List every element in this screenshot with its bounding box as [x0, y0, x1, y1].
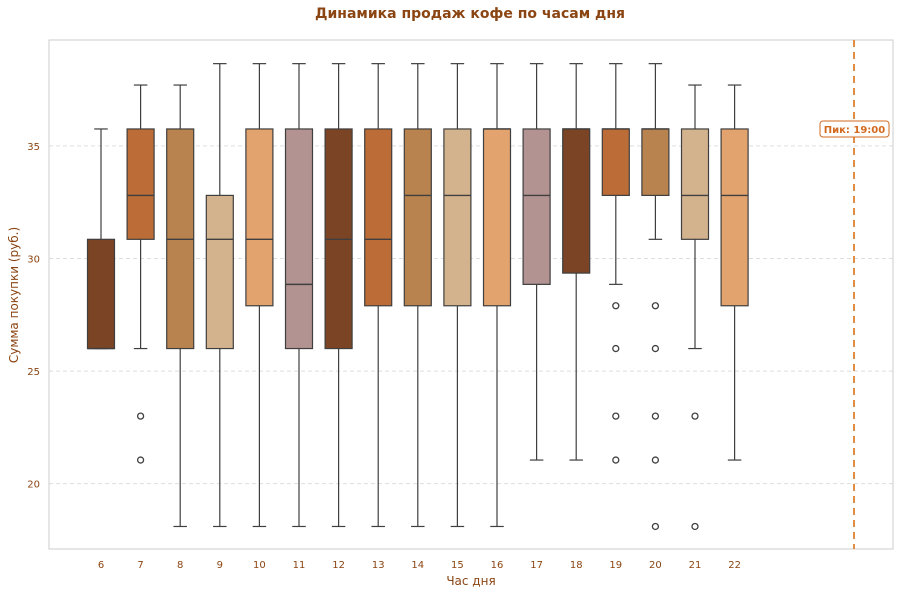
x-tick-label: 6 — [98, 560, 104, 571]
box-hour-19 — [601, 63, 630, 464]
box-body — [403, 128, 432, 307]
y-axis-ticks: 20 25 30 35 — [27, 142, 40, 491]
box-body — [86, 238, 116, 350]
box-hour-17 — [522, 63, 551, 461]
box-hour-16 — [482, 63, 512, 528]
x-tick-label: 12 — [332, 560, 345, 571]
box-hour-8 — [166, 84, 195, 528]
outlier-point — [651, 302, 660, 310]
outlier-point — [651, 456, 660, 464]
x-tick-label: 15 — [451, 560, 464, 571]
box-hour-6 — [86, 128, 116, 350]
box-body — [562, 128, 591, 274]
peak-annotation-text: Пик: 19:00 — [824, 125, 886, 136]
box-hour-12 — [324, 63, 353, 528]
box-series — [86, 63, 749, 531]
box-body — [284, 128, 314, 350]
x-tick-label: 17 — [530, 560, 543, 571]
x-tick-label: 9 — [217, 560, 223, 571]
x-tick-label: 7 — [137, 560, 143, 571]
x-tick-label: 14 — [411, 560, 424, 571]
x-axis-label: Час дня — [446, 574, 496, 588]
y-tick-label: 25 — [27, 367, 40, 378]
box-body — [443, 128, 472, 307]
outlier-point — [612, 302, 620, 310]
box-body — [680, 128, 710, 240]
plot-area-frame — [48, 39, 894, 550]
box-body — [720, 128, 749, 307]
x-tick-label: 10 — [253, 560, 266, 571]
x-tick-label: 11 — [293, 560, 306, 571]
x-axis-ticks: 6 7 8 9 10 11 12 13 14 15 16 17 18 19 20 21 22 — [98, 560, 741, 571]
x-tick-label: 21 — [689, 560, 702, 571]
box-hour-21 — [680, 84, 710, 531]
box-body — [641, 128, 670, 197]
outlier-point — [612, 344, 620, 353]
box-body — [482, 128, 512, 307]
outlier-point — [651, 522, 660, 531]
outlier-point — [691, 412, 699, 420]
box-body — [601, 128, 630, 197]
box-hour-10 — [245, 63, 274, 528]
box-hour-13 — [364, 63, 393, 528]
x-tick-label: 19 — [609, 560, 622, 571]
box-hour-11 — [284, 63, 314, 528]
box-hour-15 — [443, 63, 472, 528]
box-body — [205, 194, 234, 350]
x-tick-label: 13 — [372, 560, 385, 571]
box-hour-9 — [205, 63, 234, 528]
peak-annotation-box — [819, 120, 890, 138]
x-tick-label: 16 — [491, 560, 504, 571]
box-hour-22 — [720, 84, 749, 461]
chart-title: Динамика продаж кофе по часам дня — [315, 6, 625, 22]
box-body — [126, 128, 155, 240]
peak-annotation: Пик: 19:00 — [819, 120, 890, 138]
y-tick-label: 35 — [27, 142, 40, 153]
outlier-point — [612, 412, 620, 420]
outlier-point — [691, 522, 699, 531]
box-body — [245, 128, 274, 307]
y-tick-label: 20 — [27, 480, 40, 491]
outlier-point — [136, 456, 145, 464]
box-hour-14 — [403, 63, 432, 528]
box-body — [364, 128, 393, 307]
y-tick-label: 30 — [27, 254, 40, 265]
x-tick-label: 22 — [728, 560, 741, 571]
x-tick-label: 8 — [177, 560, 183, 571]
outlier-point — [651, 344, 660, 353]
box-body — [522, 128, 551, 285]
box-hour-20 — [641, 63, 670, 531]
x-tick-label: 20 — [649, 560, 662, 571]
x-tick-label: 18 — [570, 560, 583, 571]
outlier-point — [136, 412, 145, 420]
box-hour-7 — [126, 84, 155, 464]
box-hour-18 — [562, 63, 591, 461]
outlier-point — [612, 456, 620, 464]
outlier-point — [651, 412, 660, 420]
